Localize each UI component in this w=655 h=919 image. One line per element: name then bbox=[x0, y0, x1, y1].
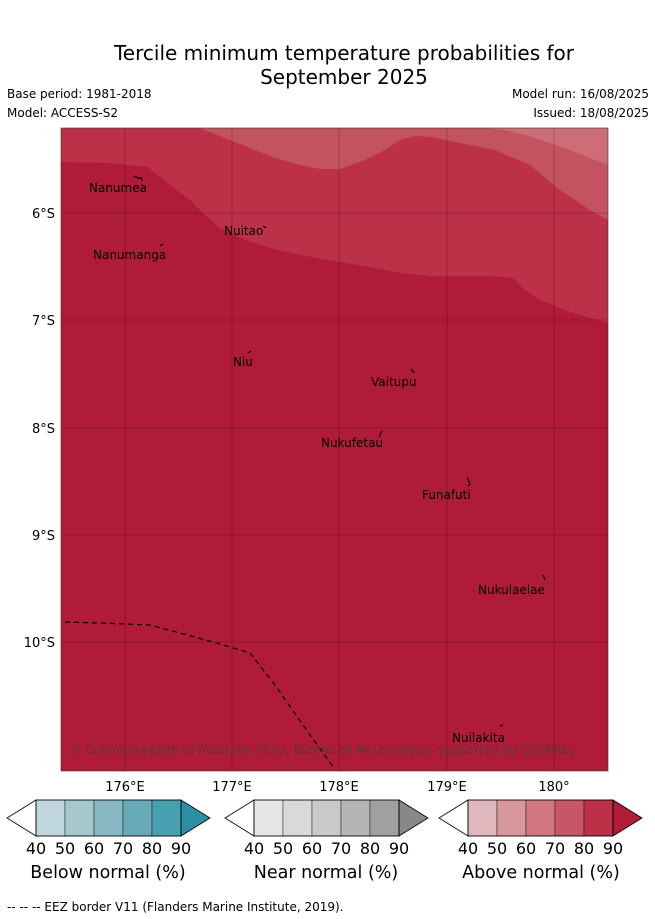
colorbar-segment bbox=[253, 799, 284, 837]
colorbar-tick-label: 40 bbox=[244, 839, 264, 858]
legend-title-above: Above normal (%) bbox=[462, 863, 620, 883]
longitude-label: 179°E bbox=[427, 780, 467, 795]
band-above-80 bbox=[61, 128, 608, 323]
longitude-label: 176°E bbox=[105, 780, 145, 795]
colorbar-outline bbox=[467, 799, 614, 837]
map-title: Tercile minimum temperature probabilitie… bbox=[0, 41, 655, 89]
latitude-labels: 6°S 7°S 8°S 9°S 10°S bbox=[24, 207, 55, 651]
colorbar-extend-high bbox=[180, 799, 211, 837]
longitude-label: 177°E bbox=[212, 780, 252, 795]
place-label: Funafuti bbox=[422, 488, 471, 502]
issued-date: Issued: 18/08/2025 bbox=[533, 106, 649, 120]
latitude-label: 7°S bbox=[32, 314, 55, 329]
colorbar-tick-label: 50 bbox=[487, 839, 507, 858]
colorbar-segment bbox=[35, 799, 66, 837]
colorbar-outline bbox=[35, 799, 182, 837]
colorbar-segment bbox=[369, 799, 400, 837]
colorbar-tick-label: 70 bbox=[545, 839, 565, 858]
longitude-labels: 176°E 177°E 178°E 179°E 180° bbox=[105, 780, 569, 795]
colorbar-segment bbox=[151, 799, 182, 837]
title-line-1: Tercile minimum temperature probabilitie… bbox=[113, 41, 575, 65]
colorbar-legends: 40 50 60 70 80 90 40 50 60 70 80 90 40 50 60 70 80 90 bbox=[6, 799, 643, 858]
colorbar-segment bbox=[64, 799, 95, 837]
place-label: Nukufetau bbox=[321, 436, 383, 450]
colorbar: 40 50 60 70 80 90 bbox=[438, 799, 643, 858]
map-frame bbox=[60, 127, 609, 772]
colorbar-tick-label: 80 bbox=[360, 839, 380, 858]
title-line-2: September 2025 bbox=[260, 65, 428, 89]
place-label: Niu bbox=[233, 355, 253, 369]
colorbar-segment bbox=[554, 799, 585, 837]
colorbar-segment bbox=[496, 799, 527, 837]
colorbar-extend-low bbox=[6, 799, 37, 837]
place-label: Nanumea bbox=[89, 181, 147, 195]
island-outline bbox=[262, 225, 267, 229]
band-above-70 bbox=[180, 128, 608, 220]
eez-source-note: -- -- -- EEZ border V11 (Flanders Marine… bbox=[7, 900, 344, 914]
place-label: Vaitupu bbox=[371, 375, 417, 389]
colorbar: 40 50 60 70 80 90 bbox=[224, 799, 429, 858]
island-outline bbox=[159, 243, 164, 247]
colorbar: 40 50 60 70 80 90 bbox=[6, 799, 211, 858]
colorbar-tick-label: 80 bbox=[574, 839, 594, 858]
colorbar-tick-label: 90 bbox=[389, 839, 409, 858]
colorbar-extend-low bbox=[438, 799, 469, 837]
colorbar-segment bbox=[311, 799, 342, 837]
latitude-label: 10°S bbox=[24, 636, 55, 651]
colorbar-segment bbox=[583, 799, 614, 837]
colorbar-tick-label: 50 bbox=[273, 839, 293, 858]
colorbar-tick-label: 90 bbox=[603, 839, 623, 858]
place-label: Nuitao bbox=[224, 224, 263, 238]
island-outline bbox=[542, 574, 546, 581]
colorbar-tick-label: 40 bbox=[458, 839, 478, 858]
colorbar-tick-label: 70 bbox=[113, 839, 133, 858]
base-period: Base period: 1981-2018 bbox=[7, 87, 152, 101]
colorbar-tick-label: 60 bbox=[302, 839, 322, 858]
latitude-label: 9°S bbox=[32, 529, 55, 544]
model-name: Model: ACCESS-S2 bbox=[7, 106, 119, 120]
colorbar-tick-label: 60 bbox=[84, 839, 104, 858]
colorbar-extend-high bbox=[398, 799, 429, 837]
colorbar-segment bbox=[282, 799, 313, 837]
colorbar-tick-label: 70 bbox=[331, 839, 351, 858]
island-outline bbox=[378, 430, 383, 438]
colorbar-extend-high bbox=[612, 799, 643, 837]
colorbar-tick-label: 90 bbox=[171, 839, 191, 858]
legend-title-near: Near normal (%) bbox=[253, 863, 399, 883]
legend-title-below: Below normal (%) bbox=[30, 863, 186, 883]
island-outline bbox=[466, 476, 471, 487]
colorbar-segment bbox=[467, 799, 498, 837]
latitude-label: 8°S bbox=[32, 422, 55, 437]
island-markers bbox=[133, 175, 546, 727]
longitude-label: 178°E bbox=[319, 780, 359, 795]
colorbar-tick-label: 80 bbox=[142, 839, 162, 858]
band-above-60 bbox=[480, 128, 608, 165]
graticule bbox=[61, 128, 608, 771]
copyright-notice: © Commonwealth of Australia 2025, Bureau… bbox=[69, 743, 574, 757]
colorbar-segment bbox=[525, 799, 556, 837]
place-label: Nanumanga bbox=[93, 248, 166, 262]
probability-field bbox=[61, 128, 608, 771]
colorbar-tick-label: 60 bbox=[516, 839, 536, 858]
model-run: Model run: 16/08/2025 bbox=[511, 87, 649, 101]
colorbar-outline bbox=[253, 799, 400, 837]
island-outline bbox=[410, 368, 415, 374]
island-outline bbox=[247, 350, 252, 354]
place-label: Nukulaelae bbox=[478, 583, 545, 597]
colorbar-segment bbox=[93, 799, 124, 837]
eez-border-line bbox=[64, 621, 335, 769]
colorbar-tick-label: 50 bbox=[55, 839, 75, 858]
colorbar-segment bbox=[340, 799, 371, 837]
colorbar-segment bbox=[122, 799, 153, 837]
colorbar-tick-label: 40 bbox=[26, 839, 46, 858]
colorbar-extend-low bbox=[224, 799, 255, 837]
longitude-label: 180° bbox=[538, 780, 569, 795]
island-outline bbox=[499, 724, 504, 727]
place-label: Nuilakita bbox=[452, 731, 505, 745]
latitude-label: 6°S bbox=[32, 207, 55, 222]
island-outline bbox=[133, 175, 143, 182]
place-labels: Nanumea Nuitao Nanumanga Niu Vaitupu Nukufeta… bbox=[89, 181, 545, 745]
